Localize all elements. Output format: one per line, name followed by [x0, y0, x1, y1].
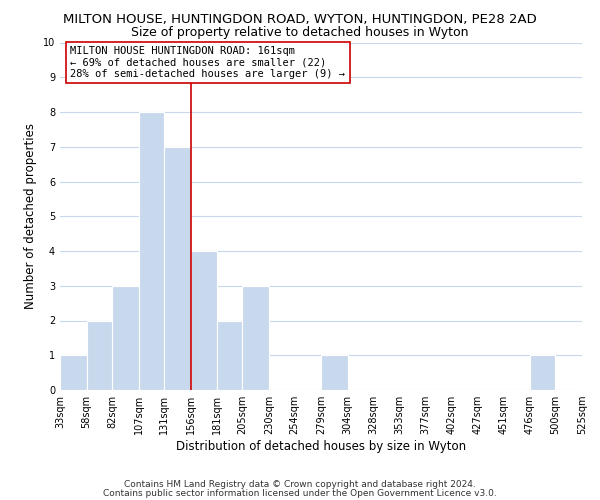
Bar — [191, 251, 217, 390]
Bar — [139, 112, 164, 390]
Bar — [60, 355, 86, 390]
Bar — [321, 355, 347, 390]
Bar — [217, 320, 242, 390]
Bar — [242, 286, 269, 390]
Text: Contains public sector information licensed under the Open Government Licence v3: Contains public sector information licen… — [103, 488, 497, 498]
Bar — [164, 147, 191, 390]
Bar — [530, 355, 556, 390]
Text: MILTON HOUSE, HUNTINGDON ROAD, WYTON, HUNTINGDON, PE28 2AD: MILTON HOUSE, HUNTINGDON ROAD, WYTON, HU… — [63, 12, 537, 26]
Bar — [86, 320, 112, 390]
Text: Contains HM Land Registry data © Crown copyright and database right 2024.: Contains HM Land Registry data © Crown c… — [124, 480, 476, 489]
Text: MILTON HOUSE HUNTINGDON ROAD: 161sqm
← 69% of detached houses are smaller (22)
2: MILTON HOUSE HUNTINGDON ROAD: 161sqm ← 6… — [70, 46, 346, 79]
Text: Size of property relative to detached houses in Wyton: Size of property relative to detached ho… — [131, 26, 469, 39]
X-axis label: Distribution of detached houses by size in Wyton: Distribution of detached houses by size … — [176, 440, 466, 453]
Y-axis label: Number of detached properties: Number of detached properties — [25, 123, 37, 309]
Bar — [112, 286, 139, 390]
